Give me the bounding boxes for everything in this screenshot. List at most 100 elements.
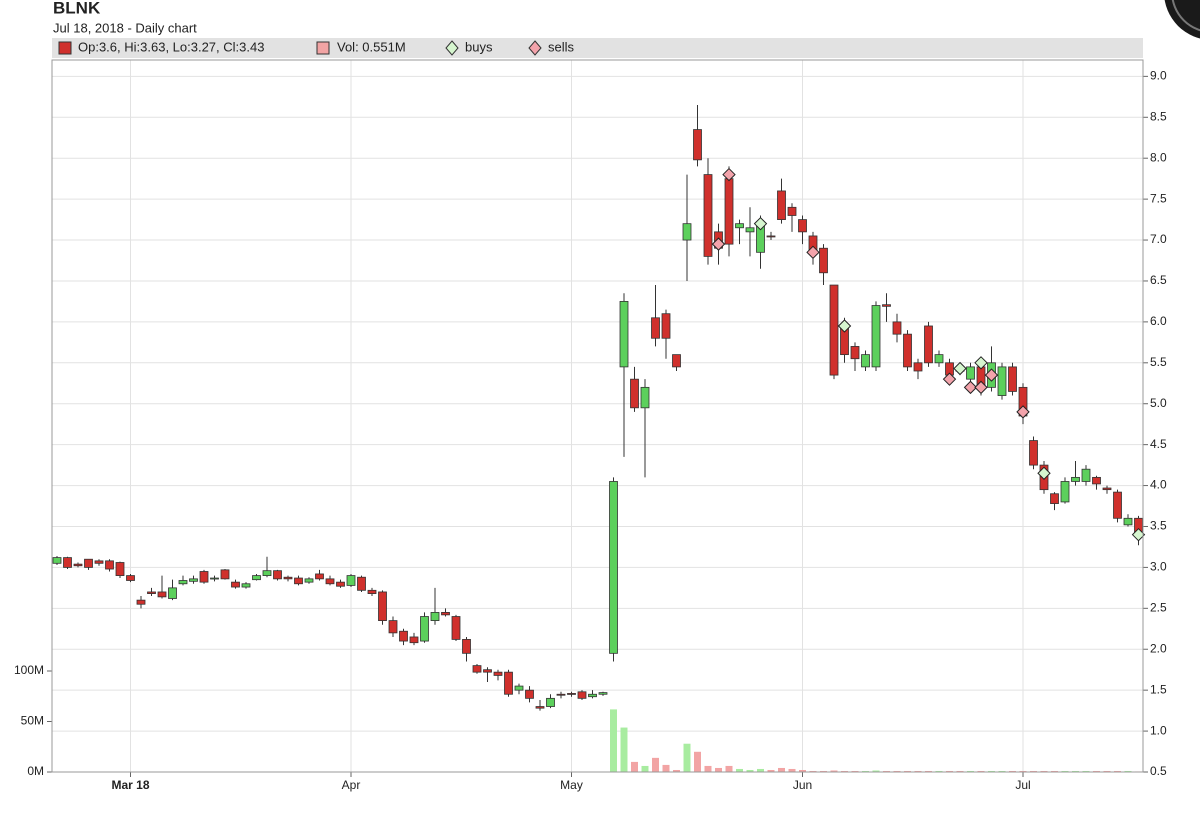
candle-body <box>735 223 744 229</box>
candle-body <box>1081 468 1091 482</box>
y-tick-label: 4.0 <box>1150 478 1167 492</box>
y-tick-label: 3.5 <box>1150 519 1167 533</box>
candle-body <box>378 591 387 621</box>
volume-bar <box>673 769 680 772</box>
y-tick-label: 5.5 <box>1150 355 1167 369</box>
candle-body <box>210 577 219 580</box>
candle-body <box>787 206 797 216</box>
candle-body <box>829 284 839 376</box>
volume-bar <box>1103 770 1111 772</box>
candle-body <box>850 346 860 360</box>
legend-label: Vol: 0.551M <box>337 39 406 54</box>
sells-marker <box>711 237 726 251</box>
volume-bar <box>872 770 880 772</box>
volume-bar <box>746 769 754 772</box>
candle-body <box>892 321 902 335</box>
candle-body <box>1092 476 1101 485</box>
volume-bar <box>1061 770 1069 772</box>
candle-body <box>294 577 303 585</box>
candle-body <box>483 669 492 673</box>
volume-bar <box>977 770 985 772</box>
volume-bar <box>683 743 691 772</box>
x-tick-label: Mar 18 <box>111 778 149 792</box>
candle-layer <box>52 105 1143 711</box>
candle-body <box>420 616 429 642</box>
candle-body <box>672 354 681 368</box>
y-tick-label: 4.5 <box>1150 437 1167 451</box>
volume-bar <box>1124 770 1132 772</box>
candle-body <box>504 671 513 695</box>
buys-marker <box>753 216 768 231</box>
candle-body <box>745 227 755 233</box>
candle-body <box>934 354 944 364</box>
volume-bar <box>788 768 796 772</box>
candle-body <box>346 575 356 586</box>
volume-bar <box>946 770 953 772</box>
volume-bar <box>736 768 743 772</box>
candle-body <box>273 570 282 580</box>
buys-marker <box>837 319 852 333</box>
candle-body <box>84 558 93 568</box>
candle-body <box>567 693 576 695</box>
volume-bar <box>998 770 1006 772</box>
candle-body <box>472 665 482 673</box>
chart-title: BLNK <box>53 0 101 17</box>
volume-bar <box>967 770 974 772</box>
y-tick-label: 2.0 <box>1150 641 1167 655</box>
candle-body <box>199 571 209 583</box>
candle-body <box>94 560 104 564</box>
candle-body <box>252 575 261 581</box>
candle-body <box>178 580 188 585</box>
candle-body <box>1102 487 1112 491</box>
y-tick-label: 7.0 <box>1150 232 1167 246</box>
legend-swatch-buys <box>445 40 459 56</box>
volume-bar <box>1009 770 1016 772</box>
sells-marker <box>806 245 820 260</box>
legend-label: buys <box>465 39 493 54</box>
candle-body <box>525 689 534 699</box>
legend-label: sells <box>548 39 575 54</box>
candle-body <box>777 190 786 220</box>
candle-body <box>535 706 545 709</box>
candle-body <box>913 362 923 372</box>
candle-body <box>556 693 566 696</box>
volume-bar <box>862 770 869 772</box>
candle-body <box>462 639 471 654</box>
candle-body <box>619 301 629 368</box>
volume-bar <box>1040 770 1048 772</box>
candle-body <box>514 685 524 691</box>
candle-body <box>1123 517 1133 526</box>
buys-marker <box>974 356 988 370</box>
candle-body <box>577 691 587 699</box>
candle-body <box>399 630 408 642</box>
candle-body <box>262 570 272 576</box>
candle-body <box>157 591 167 598</box>
candle-body <box>682 223 692 241</box>
candle-body <box>1113 491 1122 519</box>
volume-bar <box>620 727 628 772</box>
candle-body <box>126 575 135 581</box>
y-tick-label: 3.0 <box>1150 560 1167 574</box>
x-tick-label: Apr <box>342 778 361 792</box>
y-tick-label: 2.5 <box>1150 600 1167 614</box>
candle-body <box>966 366 975 380</box>
volume-bar <box>841 770 848 772</box>
plot-frame <box>51 59 1144 773</box>
y-tick-label: 6.5 <box>1150 273 1167 287</box>
volume-bar <box>610 709 617 772</box>
volume-bar <box>1072 770 1079 772</box>
candle-body <box>997 366 1007 396</box>
candle-body <box>336 581 345 587</box>
sells-marker <box>722 167 736 182</box>
volume-bar <box>1114 770 1121 772</box>
volume-bar <box>652 757 659 772</box>
candle-body <box>703 174 713 257</box>
volume-bar <box>925 770 932 772</box>
chart-subtitle: Jul 18, 2018 - Daily chart <box>53 20 197 35</box>
volume-bar <box>1030 770 1037 772</box>
volume-bar <box>914 770 922 772</box>
volume-bar <box>830 770 838 772</box>
legend-label: Op:3.6, Hi:3.63, Lo:3.27, Cl:3.43 <box>78 39 264 54</box>
volume-bar <box>883 770 890 772</box>
